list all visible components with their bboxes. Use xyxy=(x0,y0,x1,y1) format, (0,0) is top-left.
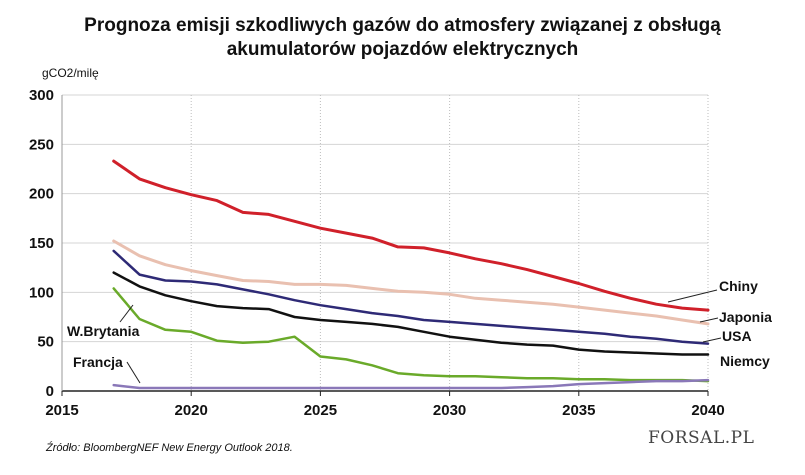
series-label-chiny: Chiny xyxy=(719,278,758,294)
x-tick-label: 2015 xyxy=(45,402,78,419)
y-tick-label: 250 xyxy=(29,136,54,153)
leader-line-usa xyxy=(702,337,722,343)
y-axis-label: gCO2/milę xyxy=(42,66,99,80)
series-line-japonia xyxy=(112,239,710,326)
x-tick-label: 2020 xyxy=(175,402,208,419)
series-label-w-brytania: W.Brytania xyxy=(67,323,140,339)
series-line-usa xyxy=(112,249,710,345)
forsal-logo: FORSAL.PL xyxy=(648,428,755,448)
y-tick-label: 50 xyxy=(37,334,54,351)
leader-line-w-brytania xyxy=(119,304,134,323)
series-line-w-brytania xyxy=(112,287,710,383)
series-label-francja: Francja xyxy=(73,354,123,370)
chart-title: Prognoza emisji szkodliwych gazów do atm… xyxy=(0,14,805,62)
chart-title-line1: Prognoza emisji szkodliwych gazów do atm… xyxy=(84,15,721,36)
x-tick-label: 2025 xyxy=(304,402,337,419)
series-line-francja xyxy=(112,378,710,390)
chart-title-line2: akumulatorów pojazdów elektrycznych xyxy=(226,39,579,60)
x-tick-label: 2040 xyxy=(691,402,724,419)
series-label-japonia: Japonia xyxy=(719,309,772,325)
series-label-niemcy: Niemcy xyxy=(720,353,770,369)
x-tick-label: 2035 xyxy=(562,402,595,419)
leader-line-chiny xyxy=(667,289,718,303)
leader-line-francja xyxy=(126,361,141,384)
series-label-usa: USA xyxy=(722,328,752,344)
leader-line-japonia xyxy=(699,317,719,323)
y-tick-label: 150 xyxy=(29,235,54,252)
y-tick-label: 100 xyxy=(29,284,54,301)
y-tick-label: 300 xyxy=(29,87,54,104)
source-note: Źródło: BloombergNEF New Energy Outlook … xyxy=(46,442,293,454)
series-line-chiny xyxy=(112,159,710,312)
y-tick-label: 200 xyxy=(29,186,54,203)
y-tick-label: 0 xyxy=(46,383,54,400)
series-line-niemcy xyxy=(112,271,710,356)
x-tick-label: 2030 xyxy=(433,402,466,419)
